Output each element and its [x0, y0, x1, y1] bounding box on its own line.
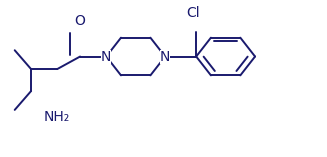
Text: Cl: Cl: [186, 6, 200, 20]
Text: N: N: [101, 49, 112, 64]
Text: N: N: [160, 49, 170, 64]
Text: O: O: [75, 14, 86, 28]
Text: NH₂: NH₂: [44, 110, 70, 124]
